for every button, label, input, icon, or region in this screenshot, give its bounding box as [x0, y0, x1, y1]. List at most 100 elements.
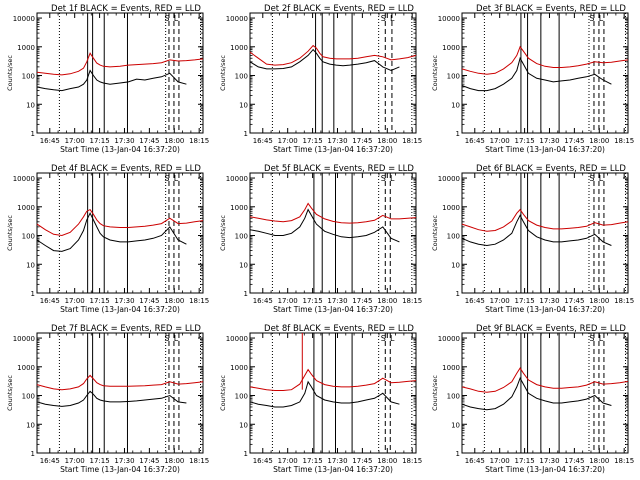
annotation-s: S [589, 334, 594, 343]
x-tick-label: 17:45 [564, 297, 584, 305]
y-tick-label: 100 [22, 233, 35, 241]
x-tick-label: 16:45 [253, 137, 273, 145]
y-tick-label: 10000 [226, 15, 248, 23]
panel-title: Det 9f BLACK = Events, RED = LLD [476, 324, 626, 334]
x-tick-label: 17:45 [139, 137, 159, 145]
annotation-l: L [174, 334, 179, 343]
y-axis-label: Counts/sec [6, 215, 14, 251]
x-tick-label: 17:15 [89, 457, 109, 465]
x-tick-label: 17:15 [514, 457, 534, 465]
y-tick-label: 1000 [442, 44, 460, 52]
x-tick-label: 17:15 [89, 137, 109, 145]
y-tick-label: 10 [239, 421, 248, 429]
x-tick-label: 17:15 [89, 297, 109, 305]
y-tick-label: 1 [244, 450, 248, 458]
y-tick-label: 10 [239, 101, 248, 109]
x-tick-label: 18:15 [402, 457, 422, 465]
series-lld-line [249, 44, 417, 66]
y-tick-label: 1 [456, 450, 460, 458]
chart-panel-2: Det 2f BLACK = Events, RED = LLD 1 10 100 10… [219, 4, 422, 154]
x-tick-label: 18:15 [614, 137, 634, 145]
y-tick-label: 100 [235, 233, 248, 241]
x-tick-label: 17:30 [327, 137, 347, 145]
y-tick-label: 10000 [13, 15, 35, 23]
x-tick-label: 17:45 [139, 297, 159, 305]
y-tick-label: 1000 [17, 204, 35, 212]
series-lld-line [36, 374, 204, 391]
annotation-l: L [599, 174, 604, 183]
x-tick-label: 18:00 [164, 137, 184, 145]
plot-frame [249, 172, 417, 294]
plot-frame [249, 332, 417, 454]
y-axis-label: Counts/sec [6, 375, 14, 411]
x-tick-label: 17:00 [490, 137, 510, 145]
y-axis-label: Counts/sec [219, 215, 227, 251]
y-tick-label: 1 [31, 290, 35, 298]
y-tick-label: 1000 [230, 364, 248, 372]
panel-title: Det 3f BLACK = Events, RED = LLD [476, 4, 626, 14]
x-tick-label: 16:45 [465, 297, 485, 305]
x-tick-label: 18:00 [377, 137, 397, 145]
x-tick-label: 18:15 [402, 137, 422, 145]
x-tick-label: 17:30 [539, 457, 559, 465]
x-tick-label: 17:00 [65, 137, 85, 145]
series-lld-line [36, 208, 204, 237]
series-events-line [249, 48, 400, 72]
annotation-l: L [174, 14, 179, 23]
x-tick-label: 17:30 [539, 137, 559, 145]
x-axis-label: Start Time (13-Jan-04 16:37:20) [273, 305, 393, 314]
annotation-l: L [174, 174, 179, 183]
series-events-line [249, 380, 400, 408]
x-tick-label: 17:45 [564, 457, 584, 465]
x-tick-label: 17:00 [278, 457, 298, 465]
plot-frame [461, 332, 629, 454]
annotation-l: L [390, 334, 395, 343]
x-tick-label: 18:15 [189, 457, 209, 465]
y-tick-label: 10000 [438, 15, 460, 23]
annotation-l: L [599, 14, 604, 23]
y-tick-label: 10000 [13, 175, 35, 183]
x-tick-label: 16:45 [40, 457, 60, 465]
series-lld-line [36, 52, 204, 76]
x-tick-label: 18:15 [189, 137, 209, 145]
chart-panel-3: Det 3f BLACK = Events, RED = LLD 1 10 100 10… [431, 4, 634, 154]
x-tick-label: 18:00 [164, 457, 184, 465]
panel-title: Det 8f BLACK = Events, RED = LLD [264, 324, 414, 334]
panel-title: Det 4f BLACK = Events, RED = LLD [51, 164, 201, 174]
x-tick-label: 17:15 [302, 457, 322, 465]
series-events-line [36, 212, 187, 252]
x-tick-label: 18:00 [164, 297, 184, 305]
y-tick-label: 10000 [438, 335, 460, 343]
series-lld-line [249, 368, 417, 391]
x-tick-label: 17:00 [65, 297, 85, 305]
annotation-s: S [381, 174, 386, 183]
y-tick-label: 100 [447, 393, 460, 401]
y-tick-label: 1 [244, 130, 248, 138]
x-tick-label: 16:45 [253, 297, 273, 305]
annotation-s: S [589, 174, 594, 183]
chart-panel-7: Det 7f BLACK = Events, RED = LLD 1 10 100 10… [6, 324, 209, 474]
x-tick-label: 18:00 [589, 137, 609, 145]
x-tick-label: 17:45 [352, 137, 372, 145]
y-axis-label: Counts/sec [431, 55, 439, 91]
y-tick-label: 10 [239, 261, 248, 269]
y-tick-label: 1000 [230, 44, 248, 52]
annotation-s: S [589, 14, 594, 23]
y-tick-label: 10 [451, 261, 460, 269]
series-lld-line [461, 208, 629, 232]
x-axis-label: Start Time (13-Jan-04 16:37:20) [60, 465, 180, 474]
x-tick-label: 17:30 [327, 457, 347, 465]
y-tick-label: 1000 [442, 364, 460, 372]
x-tick-label: 18:15 [189, 297, 209, 305]
x-tick-label: 18:00 [589, 457, 609, 465]
y-axis-label: Counts/sec [219, 375, 227, 411]
y-tick-label: 1000 [17, 44, 35, 52]
panel-title: Det 7f BLACK = Events, RED = LLD [51, 324, 201, 334]
plot-frame [36, 172, 204, 294]
y-tick-label: 1 [456, 130, 460, 138]
y-tick-label: 100 [447, 233, 460, 241]
x-tick-label: 17:15 [514, 137, 534, 145]
series-events-line [461, 377, 612, 411]
annotation-s: S [164, 174, 169, 183]
x-tick-label: 17:45 [352, 457, 372, 465]
